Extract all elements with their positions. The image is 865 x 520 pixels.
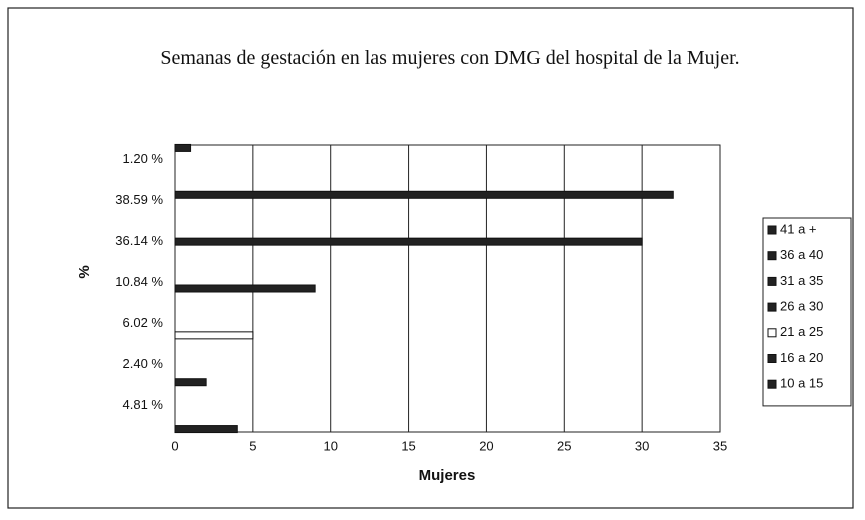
y-tick-label: 38.59 %	[115, 192, 163, 207]
bar	[174, 284, 316, 293]
legend-label: 21 a 25	[780, 324, 823, 339]
y-tick-label: 1.20 %	[123, 151, 164, 166]
x-tick-label: 10	[323, 438, 337, 453]
legend-box	[762, 217, 852, 407]
y-tick-label: 2.40 %	[123, 356, 164, 371]
legend-swatch	[767, 251, 777, 261]
bar	[174, 237, 643, 246]
legend-label: 31 a 35	[780, 273, 823, 288]
y-axis-label: %	[76, 265, 93, 278]
x-tick-label: 5	[249, 438, 256, 453]
legend-swatch	[767, 379, 777, 389]
x-tick-label: 20	[479, 438, 493, 453]
legend-swatch	[767, 276, 777, 286]
bar	[174, 425, 238, 434]
y-tick-label: 36.14 %	[115, 233, 163, 248]
x-tick-label: 30	[635, 438, 649, 453]
legend-label: 41 a +	[780, 221, 817, 236]
bar	[174, 331, 254, 340]
chart-border	[7, 7, 854, 509]
bar	[174, 143, 192, 152]
chart-title: Semanas de gestación en las mujeres con …	[160, 47, 740, 69]
legend-label: 16 a 20	[780, 350, 823, 365]
x-tick-label: 35	[713, 438, 727, 453]
legend-swatch	[767, 225, 777, 235]
x-tick-label: 15	[401, 438, 415, 453]
bar	[174, 378, 207, 387]
x-axis-label: Mujeres	[419, 467, 476, 484]
x-tick-label: 0	[171, 438, 178, 453]
x-tick-label: 25	[557, 438, 571, 453]
y-tick-label: 6.02 %	[123, 315, 164, 330]
legend-swatch	[767, 302, 777, 312]
y-tick-label: 10.84 %	[115, 274, 163, 289]
y-tick-label: 4.81 %	[123, 397, 164, 412]
legend-label: 36 a 40	[780, 247, 823, 262]
legend-swatch	[767, 328, 777, 338]
legend-swatch	[767, 354, 777, 363]
legend-label: 10 a 15	[780, 376, 823, 391]
legend-label: 26 a 30	[780, 299, 823, 314]
bar	[174, 190, 674, 199]
